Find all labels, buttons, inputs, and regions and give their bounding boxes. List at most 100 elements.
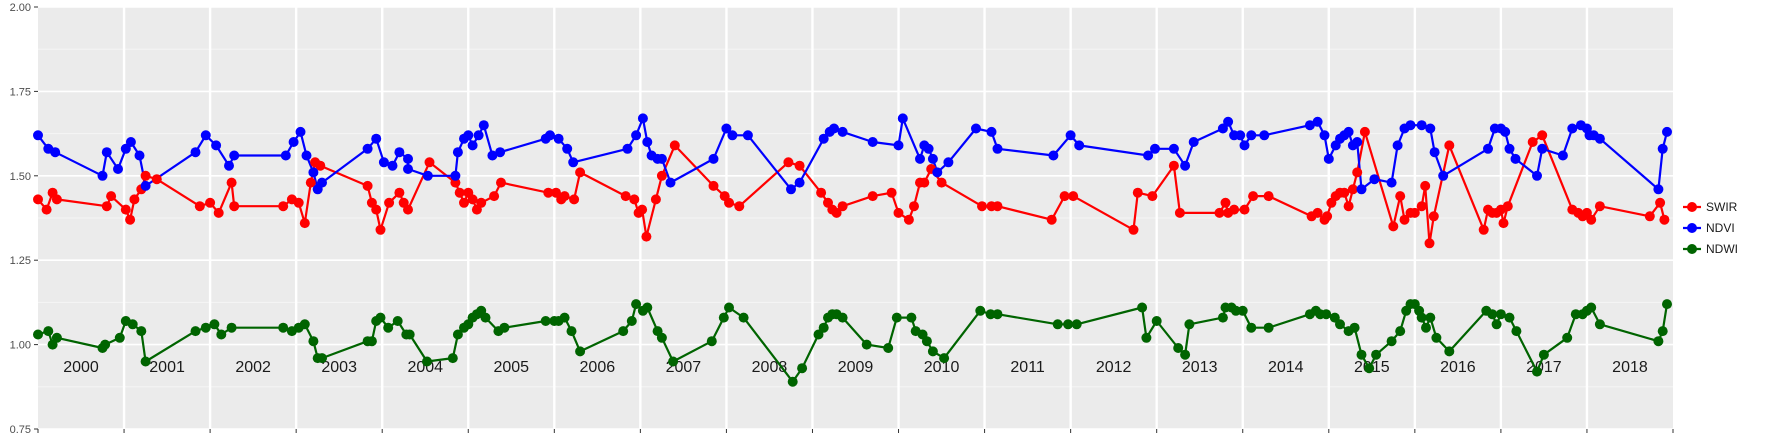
ndvi-data-point	[1246, 130, 1257, 141]
swir-data-point	[831, 207, 842, 218]
ndwi-data-point	[1425, 312, 1436, 323]
year-label: 2009	[838, 359, 874, 376]
swir-data-point	[120, 204, 131, 215]
ndwi-data-point	[883, 343, 894, 353]
ndwi-data-point	[718, 312, 729, 323]
swir-data-point	[1644, 211, 1655, 222]
swir-data-point	[1428, 211, 1439, 222]
ndwi-data-point	[921, 336, 932, 347]
swir-data-point	[1586, 214, 1597, 225]
ndvi-data-point	[1259, 130, 1270, 141]
swir-data-point	[909, 201, 919, 212]
ndwi-data-point	[1217, 312, 1228, 323]
ndvi-data-point	[1510, 153, 1521, 164]
swir-data-point	[1322, 211, 1333, 222]
ndvi-data-point	[1425, 123, 1436, 134]
ndwi-data-point	[1538, 349, 1549, 360]
ndvi-data-point	[1532, 170, 1542, 181]
ndwi-data-point	[140, 356, 151, 367]
ndvi-data-point	[450, 170, 461, 181]
ndwi-data-point	[837, 312, 848, 323]
ndwi-data-point	[1071, 319, 1082, 330]
ndwi-data-point	[1495, 309, 1506, 320]
ndvi-data-point	[1386, 177, 1397, 188]
swir-data-point	[992, 201, 1003, 212]
ndwi-data-point	[1487, 309, 1498, 320]
ndwi-data-point	[891, 312, 902, 323]
swir-legend-key-point	[1687, 202, 1697, 212]
ndwi-data-point	[1662, 299, 1672, 310]
ndvi-data-point	[818, 133, 829, 144]
ndvi-data-point	[422, 170, 433, 181]
swir-data-point	[794, 160, 805, 171]
swir-data-point	[1214, 207, 1225, 218]
ndvi-data-point	[1356, 184, 1367, 195]
ndvi-data-point	[97, 170, 108, 181]
ndvi-data-point	[1429, 147, 1440, 158]
swir-data-point	[1655, 197, 1666, 208]
ndwi-data-point	[299, 319, 310, 330]
swir-data-point	[194, 201, 205, 212]
swir-data-point	[101, 201, 112, 212]
ndwi-data-point	[422, 356, 432, 367]
ndvi-data-point	[665, 177, 676, 188]
ndwi-data-point	[939, 353, 950, 364]
year-label: 2018	[1612, 359, 1648, 376]
ndwi-data-point	[1321, 309, 1332, 320]
ndwi-data-point	[1594, 319, 1605, 330]
ndvi-data-point	[229, 150, 240, 161]
swir-data-point	[41, 204, 52, 215]
ndvi-data-point	[113, 164, 123, 174]
ndvi-data-point	[1483, 143, 1493, 154]
ndvi-data-point	[463, 130, 474, 141]
ndwi-data-point	[447, 353, 458, 364]
ndwi-data-point	[559, 312, 570, 323]
ndvi-data-point	[829, 123, 839, 134]
ndvi-data-point	[295, 126, 306, 137]
swir-data-point	[489, 191, 500, 202]
ndvi-data-point	[190, 147, 201, 158]
ndvi-data-point	[1594, 133, 1605, 144]
swir-data-point	[278, 201, 289, 212]
swir-data-point	[1059, 191, 1070, 202]
swir-data-point	[1444, 140, 1455, 151]
swir-data-point	[51, 194, 62, 205]
ndwi-data-point	[127, 319, 138, 330]
swir-data-point	[362, 180, 373, 191]
swir-data-point	[459, 197, 469, 208]
ndwi-data-point	[1364, 363, 1375, 374]
swir-data-point	[1395, 191, 1406, 202]
ndvi-data-point	[1304, 120, 1315, 131]
swir-data-point	[559, 191, 570, 202]
y-tick-label: 2.00	[10, 2, 31, 14]
ndvi-data-point	[1657, 143, 1668, 154]
ndvi-data-point	[553, 133, 564, 144]
year-label: 2002	[235, 359, 271, 376]
ndwi-data-point	[452, 329, 463, 340]
ndvi-data-point	[125, 137, 136, 147]
swir-data-point	[213, 207, 224, 218]
ndvi-data-point	[1557, 150, 1568, 161]
swir-data-point	[1659, 214, 1670, 225]
ndwi-legend-label: NDWI	[1706, 242, 1738, 256]
ndwi-data-point	[1335, 319, 1345, 330]
ndvi-data-point	[1239, 140, 1250, 151]
swir-data-point	[403, 204, 413, 215]
ndvi-data-point	[1235, 130, 1246, 141]
ndwi-data-point	[1511, 326, 1522, 337]
ndvi-data-point	[932, 167, 943, 178]
ndwi-data-point	[1063, 319, 1074, 330]
swir-data-point	[1424, 238, 1435, 249]
ndwi-data-point	[375, 312, 386, 323]
ndvi-data-point	[837, 126, 848, 137]
series-layer	[33, 113, 1672, 387]
swir-data-point	[1339, 187, 1350, 198]
ndwi-data-point	[1052, 319, 1063, 330]
swir-data-point	[1502, 201, 1513, 212]
ndvi-data-point	[1319, 130, 1330, 141]
ndvi-data-point	[568, 157, 579, 168]
ndvi-data-point	[224, 160, 234, 171]
swir-data-point	[140, 170, 151, 181]
ndvi-data-point	[1504, 143, 1515, 154]
